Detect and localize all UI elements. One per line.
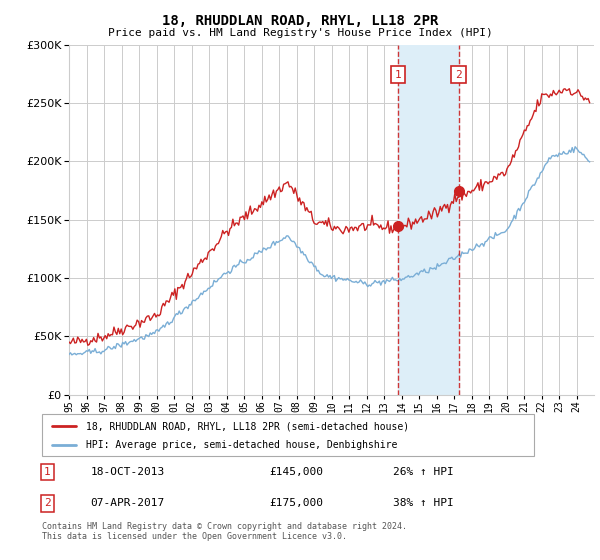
Text: Contains HM Land Registry data © Crown copyright and database right 2024.
This d: Contains HM Land Registry data © Crown c… bbox=[42, 522, 407, 542]
Text: 18, RHUDDLAN ROAD, RHYL, LL18 2PR: 18, RHUDDLAN ROAD, RHYL, LL18 2PR bbox=[162, 14, 438, 28]
Text: 1: 1 bbox=[395, 69, 401, 80]
FancyBboxPatch shape bbox=[42, 414, 534, 456]
Text: Price paid vs. HM Land Registry's House Price Index (HPI): Price paid vs. HM Land Registry's House … bbox=[107, 28, 493, 38]
Text: £145,000: £145,000 bbox=[269, 467, 323, 477]
Text: 26% ↑ HPI: 26% ↑ HPI bbox=[393, 467, 454, 477]
Text: 18-OCT-2013: 18-OCT-2013 bbox=[91, 467, 165, 477]
Text: 1: 1 bbox=[44, 467, 51, 477]
Text: 18, RHUDDLAN ROAD, RHYL, LL18 2PR (semi-detached house): 18, RHUDDLAN ROAD, RHYL, LL18 2PR (semi-… bbox=[86, 421, 409, 431]
Text: 2: 2 bbox=[455, 69, 462, 80]
Text: 38% ↑ HPI: 38% ↑ HPI bbox=[393, 498, 454, 508]
Text: 07-APR-2017: 07-APR-2017 bbox=[91, 498, 165, 508]
Text: HPI: Average price, semi-detached house, Denbighshire: HPI: Average price, semi-detached house,… bbox=[86, 440, 398, 450]
Bar bbox=[398, 45, 459, 395]
Text: £175,000: £175,000 bbox=[269, 498, 323, 508]
Text: 2: 2 bbox=[44, 498, 51, 508]
